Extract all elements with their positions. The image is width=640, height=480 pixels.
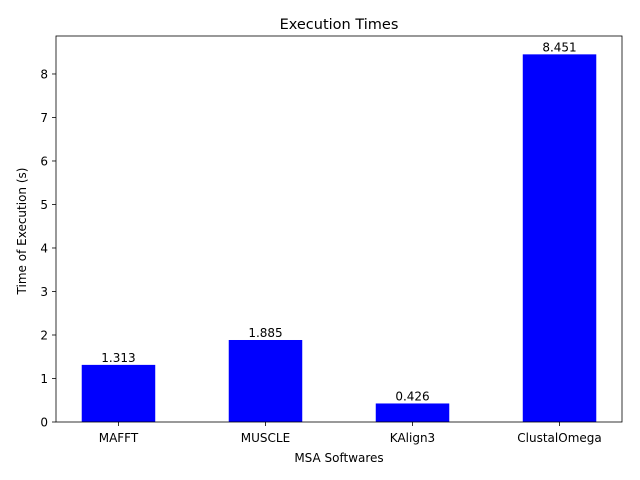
- y-tick-label: 3: [40, 285, 48, 299]
- x-axis-label: MSA Softwares: [294, 451, 383, 465]
- x-tick-label: ClustalOmega: [517, 431, 601, 445]
- y-tick-label: 5: [40, 198, 48, 212]
- y-tick-label: 1: [40, 372, 48, 386]
- bar-mafft: [81, 364, 156, 422]
- bar-kalign3: [375, 403, 450, 422]
- bar-muscle: [228, 339, 303, 422]
- bar-value-label: 1.313: [101, 351, 135, 365]
- x-tick-label: MUSCLE: [241, 431, 290, 445]
- bar-value-label: 1.885: [248, 326, 282, 340]
- x-tick-label: KAlign3: [390, 431, 435, 445]
- x-tick-label: MAFFT: [99, 431, 139, 445]
- y-tick-label: 4: [40, 241, 48, 255]
- y-tick-label: 2: [40, 328, 48, 342]
- bar-value-label: 0.426: [395, 389, 429, 403]
- bar-value-label: 8.451: [542, 40, 576, 54]
- y-axis-label: Time of Execution (s): [15, 168, 29, 296]
- bar-clustalomega: [522, 54, 597, 423]
- plot-area: 1.313 MAFFT 1.885 MUSCLE 0.426 KAlign3 8.451 Cl…: [40, 35, 623, 445]
- y-tick-label: 8: [40, 67, 48, 81]
- plot-frame: [55, 35, 623, 423]
- y-tick-label: 6: [40, 154, 48, 168]
- y-tick-label: 0: [40, 416, 48, 430]
- y-tick-label: 7: [40, 111, 48, 125]
- chart-title: Execution Times: [280, 17, 399, 33]
